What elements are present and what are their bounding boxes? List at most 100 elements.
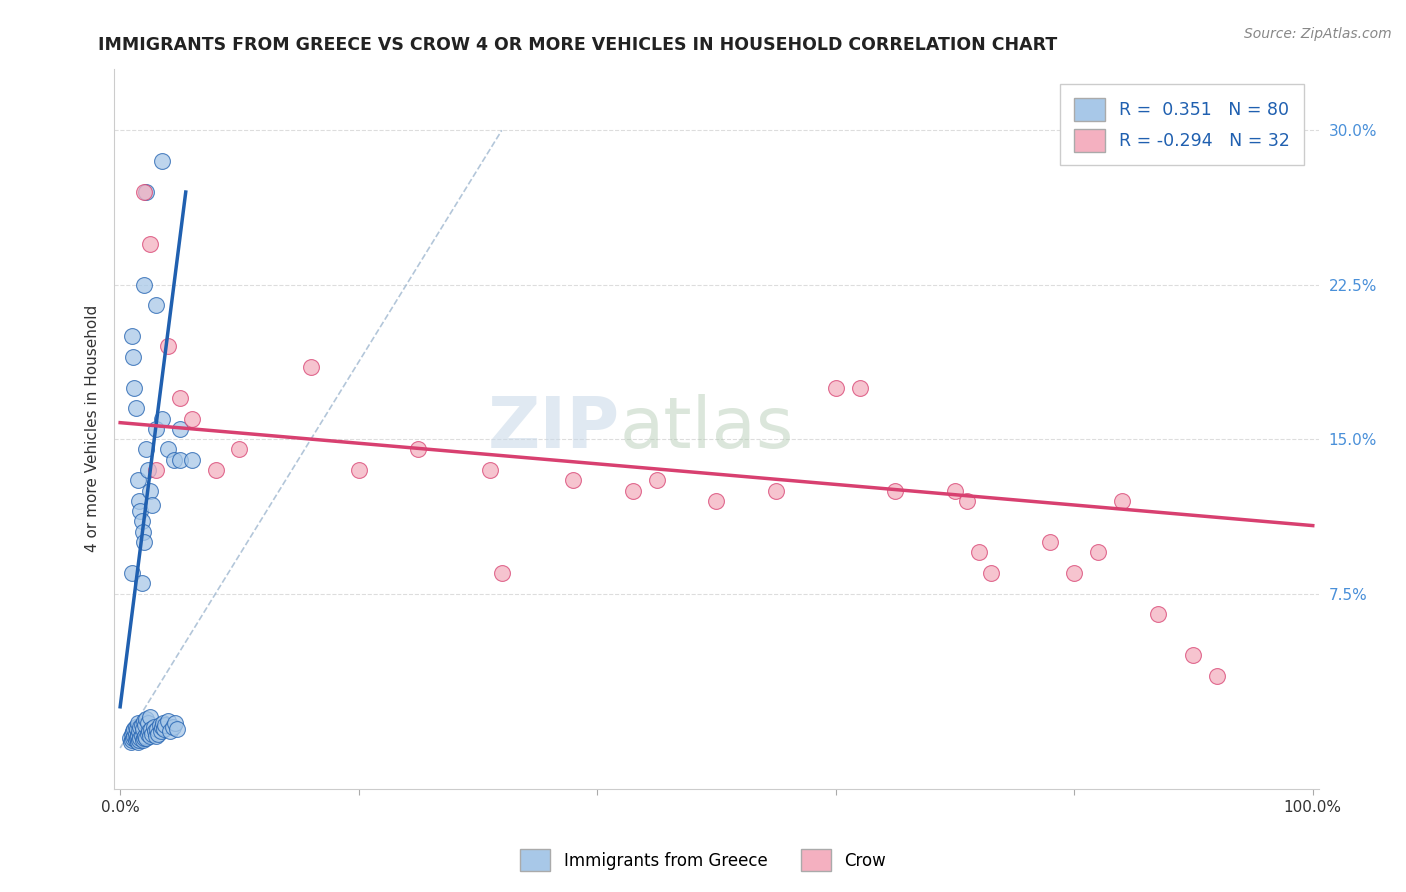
Point	[145, 298, 167, 312]
Point	[169, 452, 191, 467]
Point	[134, 729, 156, 743]
Point	[141, 723, 163, 737]
Point	[180, 452, 202, 467]
Point	[145, 463, 167, 477]
Point	[765, 483, 787, 498]
Point	[1146, 607, 1168, 621]
Point	[128, 724, 150, 739]
Point	[1111, 494, 1133, 508]
Point	[706, 494, 728, 508]
Point	[127, 735, 149, 749]
Point	[124, 401, 146, 416]
Point	[169, 391, 191, 405]
Point	[124, 732, 146, 747]
Point	[491, 566, 513, 580]
Point	[478, 463, 501, 477]
Point	[132, 732, 155, 747]
Point	[127, 716, 149, 731]
Point	[129, 720, 152, 734]
Point	[135, 442, 157, 457]
Point	[162, 720, 184, 734]
Point	[163, 452, 186, 467]
Point	[163, 716, 186, 731]
Point	[156, 339, 179, 353]
Point	[131, 515, 153, 529]
Point	[148, 726, 170, 740]
Point	[134, 718, 156, 732]
Point	[153, 723, 176, 737]
Point	[127, 729, 149, 743]
Point	[136, 726, 159, 740]
Point	[967, 545, 990, 559]
Point	[128, 732, 150, 747]
Point	[132, 714, 155, 729]
Point	[150, 154, 173, 169]
Point	[943, 483, 966, 498]
Point	[136, 463, 159, 477]
Point	[128, 494, 150, 508]
Point	[127, 473, 149, 487]
Y-axis label: 4 or more Vehicles in Household: 4 or more Vehicles in Household	[86, 305, 100, 552]
Point	[150, 411, 173, 425]
Point	[148, 718, 170, 732]
Text: ZIP: ZIP	[488, 394, 620, 463]
Point	[124, 723, 146, 737]
Legend: Immigrants from Greece, Crow: Immigrants from Greece, Crow	[512, 841, 894, 880]
Point	[135, 185, 157, 199]
Point	[408, 442, 430, 457]
Point	[125, 731, 148, 745]
Point	[131, 576, 153, 591]
Point	[139, 236, 162, 251]
Point	[824, 381, 846, 395]
Point	[1206, 669, 1229, 683]
Point	[121, 732, 143, 747]
Point	[122, 731, 145, 745]
Point	[145, 422, 167, 436]
Point	[135, 731, 157, 745]
Point	[149, 724, 172, 739]
Point	[146, 723, 169, 737]
Point	[132, 185, 155, 199]
Point	[180, 411, 202, 425]
Text: IMMIGRANTS FROM GREECE VS CROW 4 OR MORE VEHICLES IN HOUSEHOLD CORRELATION CHART: IMMIGRANTS FROM GREECE VS CROW 4 OR MORE…	[98, 36, 1057, 54]
Point	[150, 720, 173, 734]
Point	[138, 724, 160, 739]
Point	[122, 724, 145, 739]
Point	[159, 724, 181, 739]
Point	[122, 350, 145, 364]
Point	[129, 731, 152, 745]
Point	[129, 504, 152, 518]
Point	[131, 718, 153, 732]
Point	[169, 422, 191, 436]
Point	[980, 566, 1002, 580]
Point	[118, 731, 141, 745]
Legend: R =  0.351   N = 80, R = -0.294   N = 32: R = 0.351 N = 80, R = -0.294 N = 32	[1060, 85, 1303, 166]
Point	[139, 729, 162, 743]
Point	[152, 716, 174, 731]
Point	[124, 726, 146, 740]
Point	[166, 723, 188, 737]
Point	[228, 442, 250, 457]
Point	[121, 329, 143, 343]
Point	[141, 498, 163, 512]
Point	[125, 723, 148, 737]
Text: atlas: atlas	[620, 394, 794, 463]
Point	[124, 720, 146, 734]
Point	[1182, 648, 1205, 663]
Point	[132, 535, 155, 549]
Point	[142, 720, 165, 734]
Point	[120, 735, 142, 749]
Point	[132, 277, 155, 292]
Point	[956, 494, 979, 508]
Point	[145, 729, 167, 743]
Point	[156, 714, 179, 729]
Point	[204, 463, 226, 477]
Point	[135, 712, 157, 726]
Point	[124, 729, 146, 743]
Point	[562, 473, 585, 487]
Point	[1063, 566, 1085, 580]
Point	[141, 726, 163, 740]
Point	[1039, 535, 1062, 549]
Point	[1087, 545, 1109, 559]
Point	[124, 381, 146, 395]
